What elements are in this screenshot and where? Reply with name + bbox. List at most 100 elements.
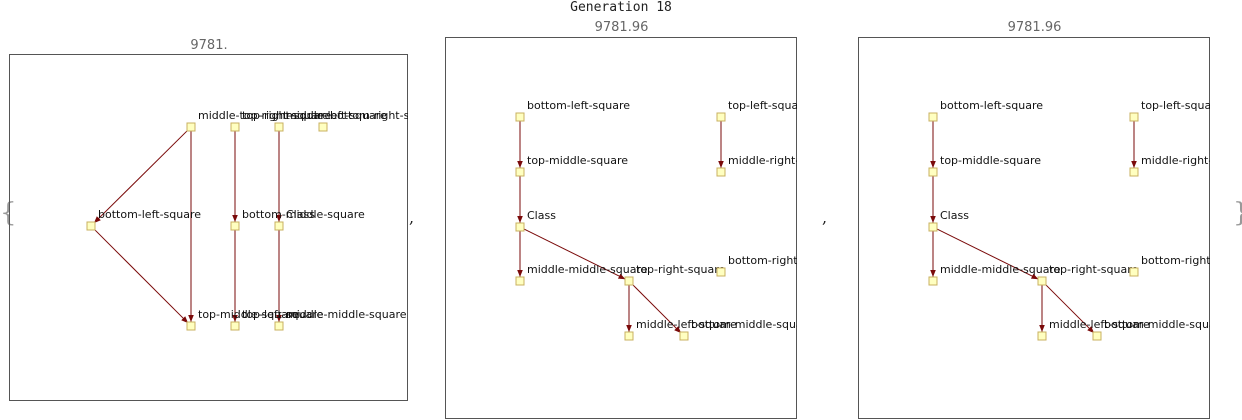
node-marker bbox=[679, 331, 689, 341]
node-label: bottom-right-square bbox=[728, 254, 797, 267]
node-marker bbox=[318, 122, 328, 132]
node-label: middle-left-square bbox=[286, 109, 387, 122]
node-label: middle-middle-square bbox=[940, 263, 1061, 276]
generation-title: Generation 18 bbox=[570, 0, 672, 15]
edge-n1-n5 bbox=[93, 129, 189, 224]
node-label: middle-right-square bbox=[1141, 154, 1210, 167]
node-marker bbox=[928, 222, 938, 232]
graph-node: top-right-square bbox=[1037, 263, 1139, 286]
graph-node: middle-middle-square bbox=[515, 263, 648, 286]
graph-node: bottom-left-square bbox=[515, 99, 630, 122]
graph-panel-1: middle-top-right-squaretop-right-squarem… bbox=[9, 54, 408, 401]
node-marker bbox=[928, 167, 938, 177]
node-marker bbox=[274, 122, 284, 132]
node-label: bottom-right-square bbox=[330, 109, 408, 122]
edge-c-e bbox=[936, 228, 1039, 280]
node-marker bbox=[1037, 276, 1047, 286]
node-marker bbox=[1129, 112, 1139, 122]
node-label: bottom-middle-square bbox=[242, 208, 365, 221]
node-label: middle-middle-square bbox=[286, 308, 407, 321]
node-marker bbox=[624, 331, 634, 341]
graph-node: bottom-middle-square bbox=[1092, 318, 1210, 341]
graph-node: middle-right-square bbox=[1129, 154, 1210, 177]
open-brace: { bbox=[0, 198, 17, 228]
edge-n5-n8 bbox=[93, 228, 189, 324]
node-label: middle-middle-square bbox=[527, 263, 648, 276]
graph-node: middle-left-square bbox=[1037, 318, 1150, 341]
node-label: middle-top-right-square bbox=[198, 109, 329, 122]
node-marker bbox=[1129, 267, 1139, 277]
node-marker bbox=[186, 122, 196, 132]
node-marker bbox=[1037, 331, 1047, 341]
node-marker bbox=[624, 276, 634, 286]
panel-2-value: 9781.96 bbox=[594, 20, 649, 35]
node-label: top-left-square bbox=[1141, 99, 1210, 112]
graph-node: bottom-left-square bbox=[928, 99, 1043, 122]
graph-node: top-right-square bbox=[230, 109, 332, 132]
node-marker bbox=[1092, 331, 1102, 341]
node-label: bottom-left-square bbox=[98, 208, 201, 221]
node-label: bottom-right-square bbox=[1141, 254, 1210, 267]
node-marker bbox=[230, 321, 240, 331]
panel-1-value: 9781. bbox=[190, 38, 228, 53]
graph-node: top-right-square bbox=[624, 263, 726, 286]
node-marker bbox=[515, 222, 525, 232]
graph-node: bottom-right-square bbox=[1129, 254, 1210, 277]
graph-node: top-left-square bbox=[230, 308, 323, 331]
node-label: top-right-square bbox=[242, 109, 332, 122]
node-label: bottom-middle-square bbox=[1104, 318, 1210, 331]
graph-node: bottom-middle-square bbox=[679, 318, 797, 341]
graph-node: middle-middle-square bbox=[928, 263, 1061, 286]
edge-e-g bbox=[631, 283, 682, 334]
node-marker bbox=[515, 112, 525, 122]
panel-frame bbox=[9, 54, 408, 401]
node-marker bbox=[716, 267, 726, 277]
node-label: middle-left-square bbox=[1049, 318, 1150, 331]
node-marker bbox=[86, 221, 96, 231]
node-label: top-left-square bbox=[242, 308, 323, 321]
node-label: top-left-square bbox=[728, 99, 797, 112]
node-label: bottom-left-square bbox=[527, 99, 630, 112]
graph-node: middle-right-square bbox=[716, 154, 797, 177]
node-marker bbox=[274, 321, 284, 331]
node-marker bbox=[716, 112, 726, 122]
graph-node: bottom-left-square bbox=[86, 208, 201, 231]
graph-node: middle-left-square bbox=[624, 318, 737, 341]
graph-node: bottom-right-square bbox=[318, 109, 408, 132]
node-marker bbox=[230, 221, 240, 231]
node-label: top-right-square bbox=[636, 263, 726, 276]
node-label: top-middle-square bbox=[940, 154, 1041, 167]
node-label: middle-right-square bbox=[728, 154, 797, 167]
node-marker bbox=[1129, 167, 1139, 177]
separator-comma-1: , bbox=[409, 208, 415, 227]
node-label: bottom-left-square bbox=[940, 99, 1043, 112]
node-label: top-right-square bbox=[1049, 263, 1139, 276]
graph-node: bottom-middle-square bbox=[230, 208, 365, 231]
node-marker bbox=[928, 112, 938, 122]
graph-node: Class bbox=[515, 209, 556, 232]
graph-node: middle-left-square bbox=[274, 109, 387, 132]
node-marker bbox=[274, 221, 284, 231]
graph-node: middle-top-right-square bbox=[186, 109, 329, 132]
node-marker bbox=[515, 167, 525, 177]
graph-node: top-middle-square bbox=[928, 154, 1041, 177]
graph-node: top-middle-square bbox=[186, 308, 299, 331]
node-label: Class bbox=[940, 209, 969, 222]
graph-node: bottom-right-square bbox=[716, 254, 797, 277]
node-label: Class bbox=[527, 209, 556, 222]
graph-node: top-left-square bbox=[1129, 99, 1210, 122]
node-marker bbox=[230, 122, 240, 132]
close-brace: } bbox=[1233, 200, 1242, 226]
node-marker bbox=[928, 276, 938, 286]
graph-node: Class bbox=[274, 208, 315, 231]
edge-c-e bbox=[523, 228, 626, 280]
separator-comma-2: , bbox=[822, 208, 828, 227]
panel-frame bbox=[445, 37, 797, 419]
graph-panel-2: bottom-left-square top-middle-square Class… bbox=[445, 37, 797, 419]
node-label: middle-left-square bbox=[636, 318, 737, 331]
graph-node: Class bbox=[928, 209, 969, 232]
node-marker bbox=[186, 321, 196, 331]
panel-frame bbox=[858, 37, 1210, 419]
graph-node: middle-middle-square bbox=[274, 308, 407, 331]
panel-3-value: 9781.96 bbox=[1007, 20, 1062, 35]
